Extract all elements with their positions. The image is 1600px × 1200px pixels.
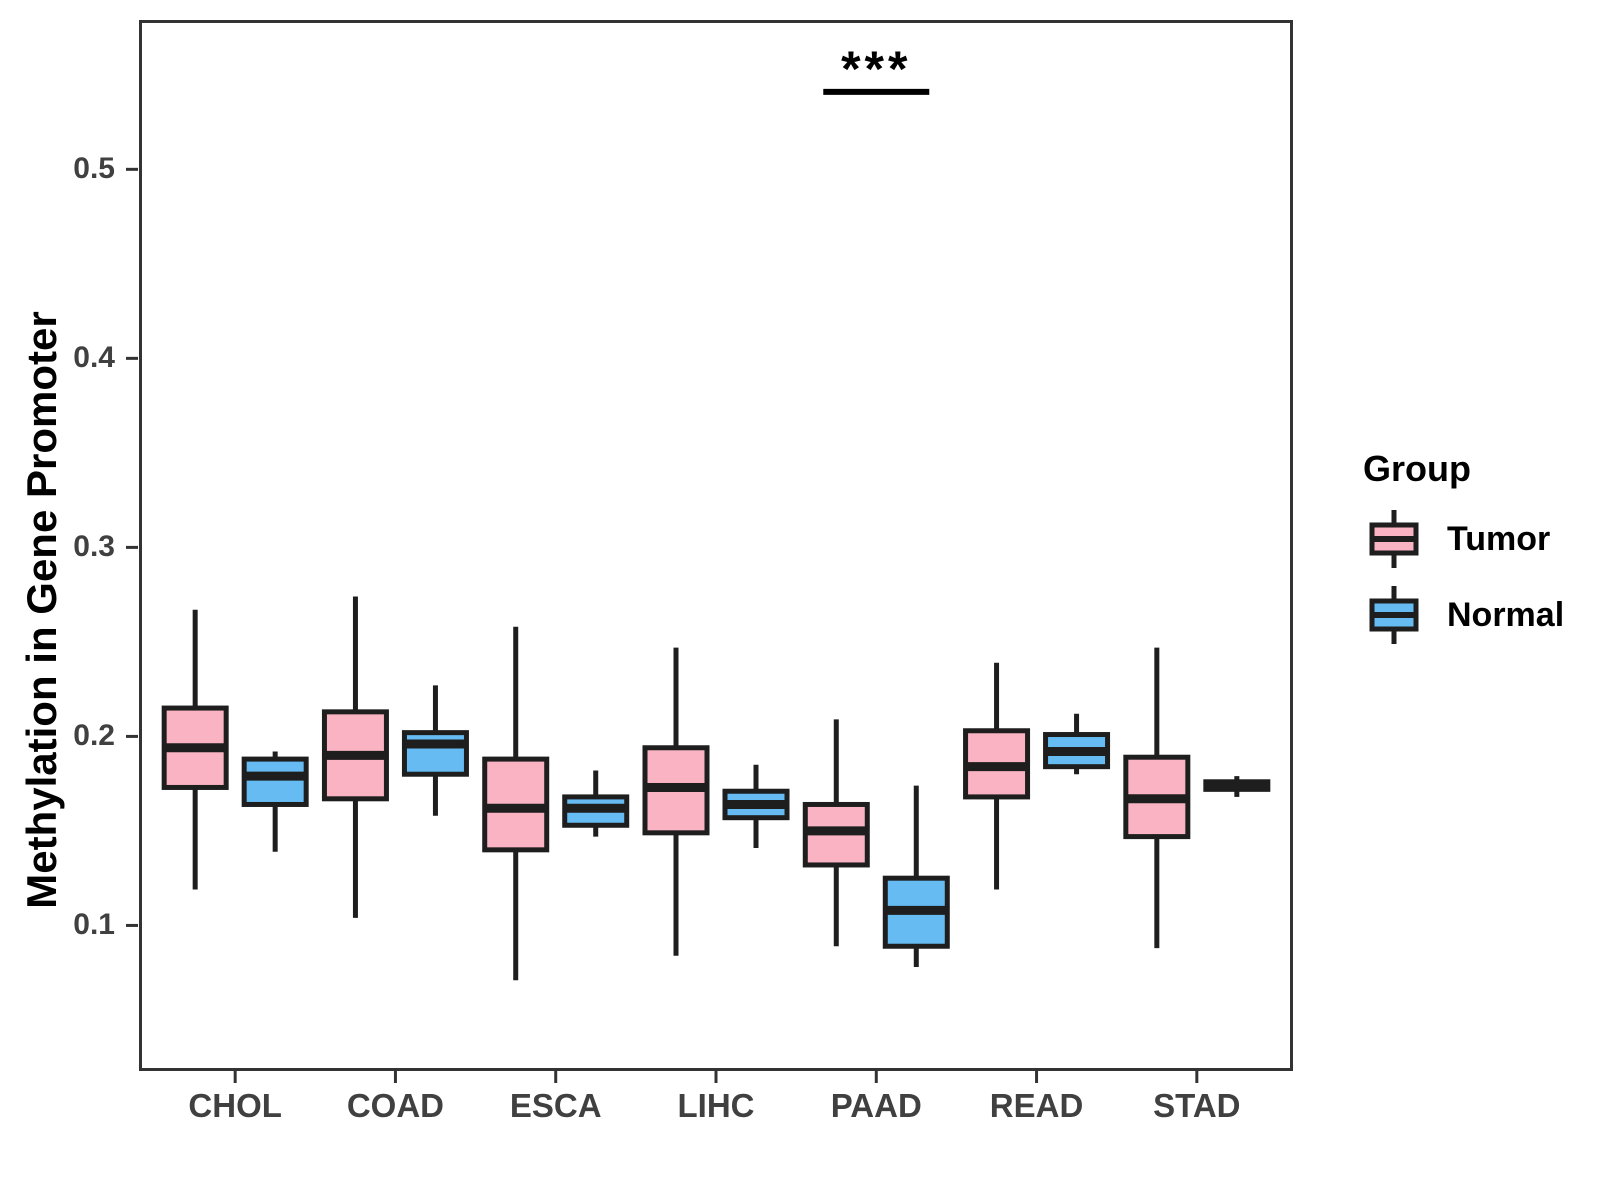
- y-tick-label: 0.5: [73, 152, 115, 186]
- x-tick-label-chol: CHOL: [188, 1087, 282, 1124]
- y-tick-label: 0.3: [73, 530, 115, 564]
- normal-box-chol: [241, 756, 309, 807]
- x-tick-label-coad: COAD: [346, 1087, 445, 1124]
- legend-item-tumor: Tumor: [1363, 508, 1564, 570]
- tumor-boxplot-icon: [1369, 510, 1419, 568]
- legend: Group Tumor Normal: [1363, 448, 1564, 660]
- normal-box-coad: [401, 730, 469, 777]
- x-tick-label-esca: ESCA: [509, 1087, 602, 1124]
- plot-panel: [139, 20, 1293, 1071]
- x-tick-label-stad: STAD: [1153, 1087, 1241, 1124]
- x-tick-label-lihc: LIHC: [677, 1087, 755, 1124]
- y-tick-label: 0.4: [73, 341, 115, 375]
- legend-label-normal: Normal: [1447, 595, 1565, 634]
- legend-item-normal: Normal: [1363, 584, 1564, 646]
- x-tick-label-read: READ: [989, 1087, 1084, 1124]
- legend-label-tumor: Tumor: [1447, 519, 1551, 558]
- y-tick-label: 0.1: [73, 908, 115, 942]
- x-tick-label-paad: PAAD: [830, 1087, 922, 1124]
- y-tick-label: 0.2: [73, 719, 115, 753]
- legend-title: Group: [1363, 448, 1471, 489]
- significance-stars: ***: [841, 40, 912, 97]
- normal-boxplot-icon: [1369, 586, 1419, 644]
